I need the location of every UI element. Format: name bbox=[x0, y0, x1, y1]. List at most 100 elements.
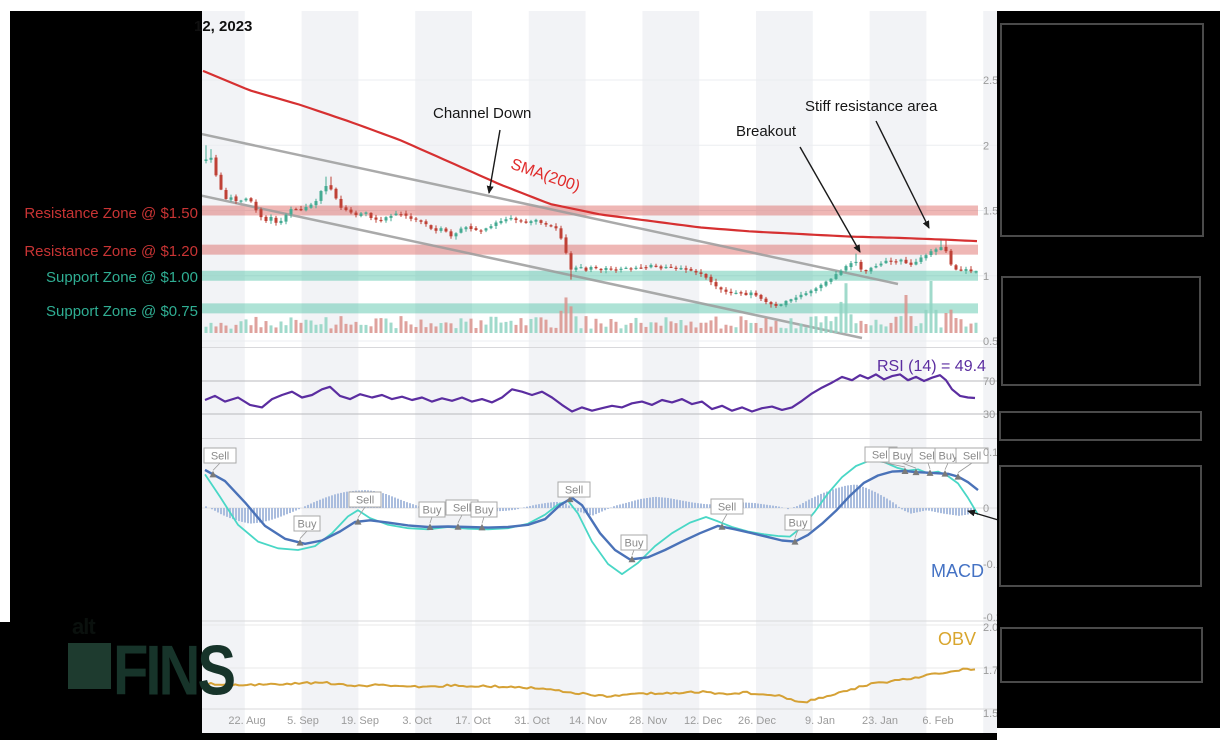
zone-band bbox=[202, 270, 978, 281]
signal-marker bbox=[209, 470, 217, 478]
obv-label: OBV bbox=[938, 629, 977, 649]
support-resistance-zones bbox=[202, 205, 978, 314]
x-axis-label: 19. Sep bbox=[341, 715, 379, 727]
y-axis-label: 30 bbox=[983, 409, 995, 421]
x-axis-label: 14. Nov bbox=[569, 715, 607, 727]
candlesticks bbox=[204, 145, 978, 309]
signal-marker bbox=[566, 495, 574, 503]
zone-band bbox=[202, 244, 978, 255]
stiff-resistance-annotation: Stiff resistance area bbox=[805, 98, 938, 115]
signal-tag-label: Sell bbox=[356, 495, 374, 507]
signal-marker bbox=[791, 538, 799, 545]
signal-marker bbox=[628, 555, 636, 563]
y-axis-label: 1.5 bbox=[983, 708, 998, 720]
signal-tag-box bbox=[557, 481, 591, 498]
bottom-left-mask bbox=[0, 622, 10, 740]
signal-tag-label: Buy bbox=[625, 538, 644, 550]
signal-marker bbox=[926, 469, 934, 476]
signal-marker bbox=[901, 467, 909, 475]
signal-tag-box bbox=[710, 498, 744, 515]
signal-tag-label: Buy bbox=[893, 451, 912, 463]
x-axis-label: 26. Dec bbox=[738, 715, 776, 727]
redacted-panel bbox=[1000, 627, 1203, 683]
y-axis-label: 2.5 bbox=[983, 75, 998, 87]
signal-tag-label: Buy bbox=[423, 505, 442, 517]
resistance-zone-120-label: Resistance Zone @ $1.20 bbox=[24, 243, 198, 260]
y-axis-label: 70 bbox=[983, 376, 995, 388]
altfins-logo-alt-text: alt bbox=[72, 614, 96, 639]
support-zone-100-label: Support Zone @ $1.00 bbox=[46, 269, 198, 286]
signal-marker bbox=[426, 523, 434, 530]
zone-band bbox=[202, 205, 978, 216]
signal-tag-box bbox=[203, 447, 237, 464]
redacted-panel bbox=[1000, 23, 1204, 237]
bottom-right-white-strip bbox=[997, 728, 1220, 740]
y-axis-label: 1 bbox=[983, 271, 989, 283]
x-axis-label: 31. Oct bbox=[514, 715, 549, 727]
support-zone-075-label: Support Zone @ $0.75 bbox=[46, 303, 198, 320]
signal-tag-box bbox=[470, 501, 498, 518]
signal-tag-label: Sell bbox=[872, 450, 890, 462]
x-axis-label: 22. Aug bbox=[228, 715, 265, 727]
signal-tag-label: Sell bbox=[963, 451, 981, 463]
sma200-line bbox=[202, 69, 978, 243]
gridlines bbox=[202, 79, 997, 710]
date-fragment-text: 12, 2023 bbox=[194, 18, 253, 35]
channel-down-annotation: Channel Down bbox=[433, 105, 532, 122]
x-axis-label: 23. Jan bbox=[862, 715, 898, 727]
x-axis-label: 9. Jan bbox=[805, 715, 835, 727]
left-white-edge bbox=[0, 11, 10, 622]
y-axis-label: 0 bbox=[983, 503, 989, 515]
x-axis-label: 12. Dec bbox=[684, 715, 722, 727]
resistance-zone-150-label: Resistance Zone @ $1.50 bbox=[24, 205, 198, 222]
weekly-stripes bbox=[202, 11, 997, 733]
signal-tag-box bbox=[955, 447, 989, 464]
zone-band bbox=[202, 303, 978, 314]
left-mask-panel bbox=[10, 11, 202, 740]
signal-tag-label: Sell bbox=[919, 451, 937, 463]
x-axis-label: 28. Nov bbox=[629, 715, 667, 727]
y-axis-label: 0.1 bbox=[983, 447, 998, 459]
x-axis-label: 5. Sep bbox=[287, 715, 319, 727]
signal-tag-label: Sell bbox=[565, 485, 583, 497]
signal-tag-label: Sell bbox=[718, 502, 736, 514]
altfins-logo-square bbox=[68, 643, 111, 689]
signal-marker bbox=[718, 523, 726, 530]
redacted-panel bbox=[999, 465, 1202, 587]
bottom-mask-strip bbox=[202, 733, 997, 740]
signal-tag-box bbox=[784, 514, 812, 531]
x-axis-label: 3. Oct bbox=[402, 715, 431, 727]
signal-marker bbox=[478, 523, 486, 531]
top-white-strip bbox=[0, 0, 1220, 11]
y-axis-label: 0.5 bbox=[983, 336, 998, 348]
rsi-value-label: RSI (14) = 49.4 bbox=[877, 358, 986, 375]
obv-line bbox=[202, 667, 976, 704]
volume-bars bbox=[204, 281, 978, 333]
y-axis-label: 2 bbox=[983, 140, 989, 152]
signal-tag-label: Sell bbox=[211, 451, 229, 463]
redacted-panel bbox=[999, 411, 1202, 441]
signal-tag-label: Sell bbox=[453, 503, 471, 515]
signal-marker bbox=[941, 470, 949, 477]
signal-marker bbox=[954, 473, 962, 480]
signal-marker bbox=[296, 539, 304, 546]
x-axis-label: 6. Feb bbox=[922, 715, 953, 727]
redacted-panel bbox=[1001, 276, 1201, 386]
signal-marker bbox=[354, 518, 362, 525]
axis-labels: 2.521.510.570300.10-0.1-0.22.01.751.522.… bbox=[228, 75, 1004, 727]
signal-tag-box bbox=[293, 515, 321, 532]
signal-marker bbox=[912, 468, 920, 476]
signal-tag-label: Buy bbox=[939, 451, 958, 463]
signal-tag-label: Buy bbox=[475, 505, 494, 517]
y-axis-label: 2.0 bbox=[983, 622, 998, 634]
rsi-line bbox=[204, 373, 976, 413]
altfins-logo-fins-text: FINS bbox=[113, 631, 236, 711]
channel-trendlines bbox=[202, 132, 899, 340]
signal-tag-box bbox=[620, 534, 648, 551]
signal-tag-label: Buy bbox=[789, 518, 808, 530]
x-axis-label: 17. Oct bbox=[455, 715, 490, 727]
signal-tag-box bbox=[348, 491, 382, 508]
breakout-annotation: Breakout bbox=[736, 123, 797, 140]
